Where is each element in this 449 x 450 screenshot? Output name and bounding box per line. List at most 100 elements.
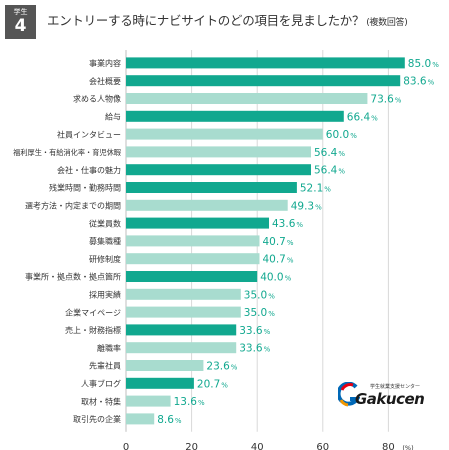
data-label: 56.4% bbox=[314, 165, 345, 177]
logo-tagline: 学生就業支援センター bbox=[370, 384, 421, 390]
data-label: 8.6% bbox=[157, 414, 182, 426]
chart-subtitle: (複数回答) bbox=[366, 18, 408, 28]
data-label-unit: % bbox=[285, 275, 292, 283]
category-label: 会社概要 bbox=[89, 76, 121, 86]
data-label: 35.0% bbox=[244, 307, 275, 319]
category-label: 求める人物像 bbox=[73, 94, 121, 104]
chart-title: エントリーする時にナビサイトのどの項目を見ましたか？ (複数回答) bbox=[47, 10, 408, 29]
bar bbox=[126, 306, 241, 318]
category-label: 給与 bbox=[105, 112, 121, 122]
data-label-unit: % bbox=[287, 239, 294, 247]
bar bbox=[126, 413, 155, 425]
category-label: 研修制度 bbox=[89, 254, 121, 264]
bar bbox=[126, 324, 237, 336]
data-label-unit: % bbox=[432, 61, 439, 69]
data-label: 66.4% bbox=[347, 111, 378, 123]
data-label: 40.7% bbox=[262, 236, 293, 248]
data-label: 33.6% bbox=[239, 325, 270, 337]
x-tick-label: 20 bbox=[185, 442, 198, 450]
data-label: 35.0% bbox=[244, 289, 275, 301]
data-label-unit: % bbox=[338, 168, 345, 176]
category-label: 会社・仕事の魅力 bbox=[57, 165, 121, 175]
category-label: 先輩社員 bbox=[89, 361, 121, 371]
badge-label: 学生 bbox=[13, 8, 28, 16]
data-label-unit: % bbox=[264, 328, 271, 336]
bar bbox=[126, 377, 194, 389]
data-label: 40.7% bbox=[262, 254, 293, 266]
data-label-unit: % bbox=[287, 257, 294, 265]
category-label: 従業員数 bbox=[89, 218, 121, 228]
x-tick-label: 0 bbox=[123, 442, 129, 450]
data-label-unit: % bbox=[268, 310, 275, 318]
bar bbox=[126, 235, 260, 247]
data-label-unit: % bbox=[350, 132, 357, 140]
data-label-unit: % bbox=[315, 203, 322, 211]
bar bbox=[126, 182, 297, 193]
data-label: 85.0% bbox=[408, 58, 439, 70]
bar bbox=[126, 146, 311, 158]
data-label-unit: % bbox=[268, 292, 275, 300]
x-tick-label: 60 bbox=[316, 442, 329, 450]
bar bbox=[126, 110, 344, 122]
bar bbox=[126, 342, 237, 354]
data-label-unit: % bbox=[198, 399, 205, 407]
data-label-unit: % bbox=[338, 150, 345, 158]
category-label: 募集職種 bbox=[89, 236, 121, 246]
data-label: 60.0% bbox=[326, 129, 357, 141]
chart-title-text: エントリーする時にナビサイトのどの項目を見ましたか？ bbox=[47, 13, 365, 28]
bar bbox=[126, 75, 401, 87]
bar bbox=[126, 288, 241, 300]
bar bbox=[126, 360, 204, 371]
bar bbox=[126, 253, 260, 265]
category-label: 社員インタビュー bbox=[57, 129, 121, 139]
bar bbox=[126, 217, 270, 229]
data-label: 56.4% bbox=[314, 147, 345, 159]
data-label-unit: % bbox=[324, 186, 331, 194]
category-label: 離職率 bbox=[97, 343, 121, 353]
x-tick-label: 40 bbox=[251, 442, 264, 450]
category-label: 企業マイページ bbox=[65, 307, 121, 317]
question-badge: 学生 4 bbox=[5, 5, 36, 39]
category-label: 残業時間・勤務時間 bbox=[49, 183, 121, 193]
bar bbox=[126, 395, 171, 407]
data-label: 23.6% bbox=[206, 361, 237, 373]
category-label: 事業内容 bbox=[89, 58, 121, 68]
data-label-unit: % bbox=[428, 79, 435, 87]
bar bbox=[126, 93, 368, 104]
bar bbox=[126, 164, 311, 176]
data-label-unit: % bbox=[264, 346, 271, 354]
category-label: 人事ブログ bbox=[81, 379, 121, 389]
category-label: 取引先の企業 bbox=[73, 414, 121, 424]
logo-wordmark: Gakucen bbox=[355, 390, 425, 408]
data-label: 43.6% bbox=[272, 218, 303, 230]
data-label: 83.6% bbox=[403, 76, 434, 88]
data-label: 33.6% bbox=[239, 343, 270, 355]
bar bbox=[126, 128, 323, 140]
category-label: 売上・財務指標 bbox=[65, 325, 121, 335]
data-label: 40.0% bbox=[260, 272, 291, 284]
data-label: 52.1% bbox=[300, 183, 331, 195]
data-label: 13.6% bbox=[174, 396, 205, 408]
category-label: 取材・特集 bbox=[81, 396, 121, 406]
data-label-unit: % bbox=[371, 114, 378, 122]
x-unit-label: (%) bbox=[402, 444, 413, 450]
bar bbox=[126, 199, 288, 211]
bar bbox=[126, 57, 405, 69]
gakucen-logo: 学生就業支援センター Gakucen bbox=[338, 381, 438, 411]
category-label: 事業所・拠点数・拠点箇所 bbox=[25, 272, 121, 282]
data-label-unit: % bbox=[296, 221, 303, 229]
category-label: 福利厚生・有給消化率・育児休暇 bbox=[13, 148, 121, 157]
bar bbox=[126, 271, 258, 282]
data-label: 20.7% bbox=[197, 378, 228, 390]
data-label-unit: % bbox=[231, 364, 238, 372]
data-label: 49.3% bbox=[291, 200, 322, 212]
badge-number: 4 bbox=[14, 16, 27, 36]
category-label: 採用実績 bbox=[89, 290, 121, 300]
data-label-unit: % bbox=[221, 381, 228, 389]
category-label: 選考方法・内定までの期間 bbox=[25, 201, 121, 211]
data-label-unit: % bbox=[175, 417, 182, 425]
data-label-unit: % bbox=[395, 97, 402, 105]
x-tick-label: 80 bbox=[382, 442, 395, 450]
gakucen-logo-mark-icon bbox=[338, 382, 360, 407]
